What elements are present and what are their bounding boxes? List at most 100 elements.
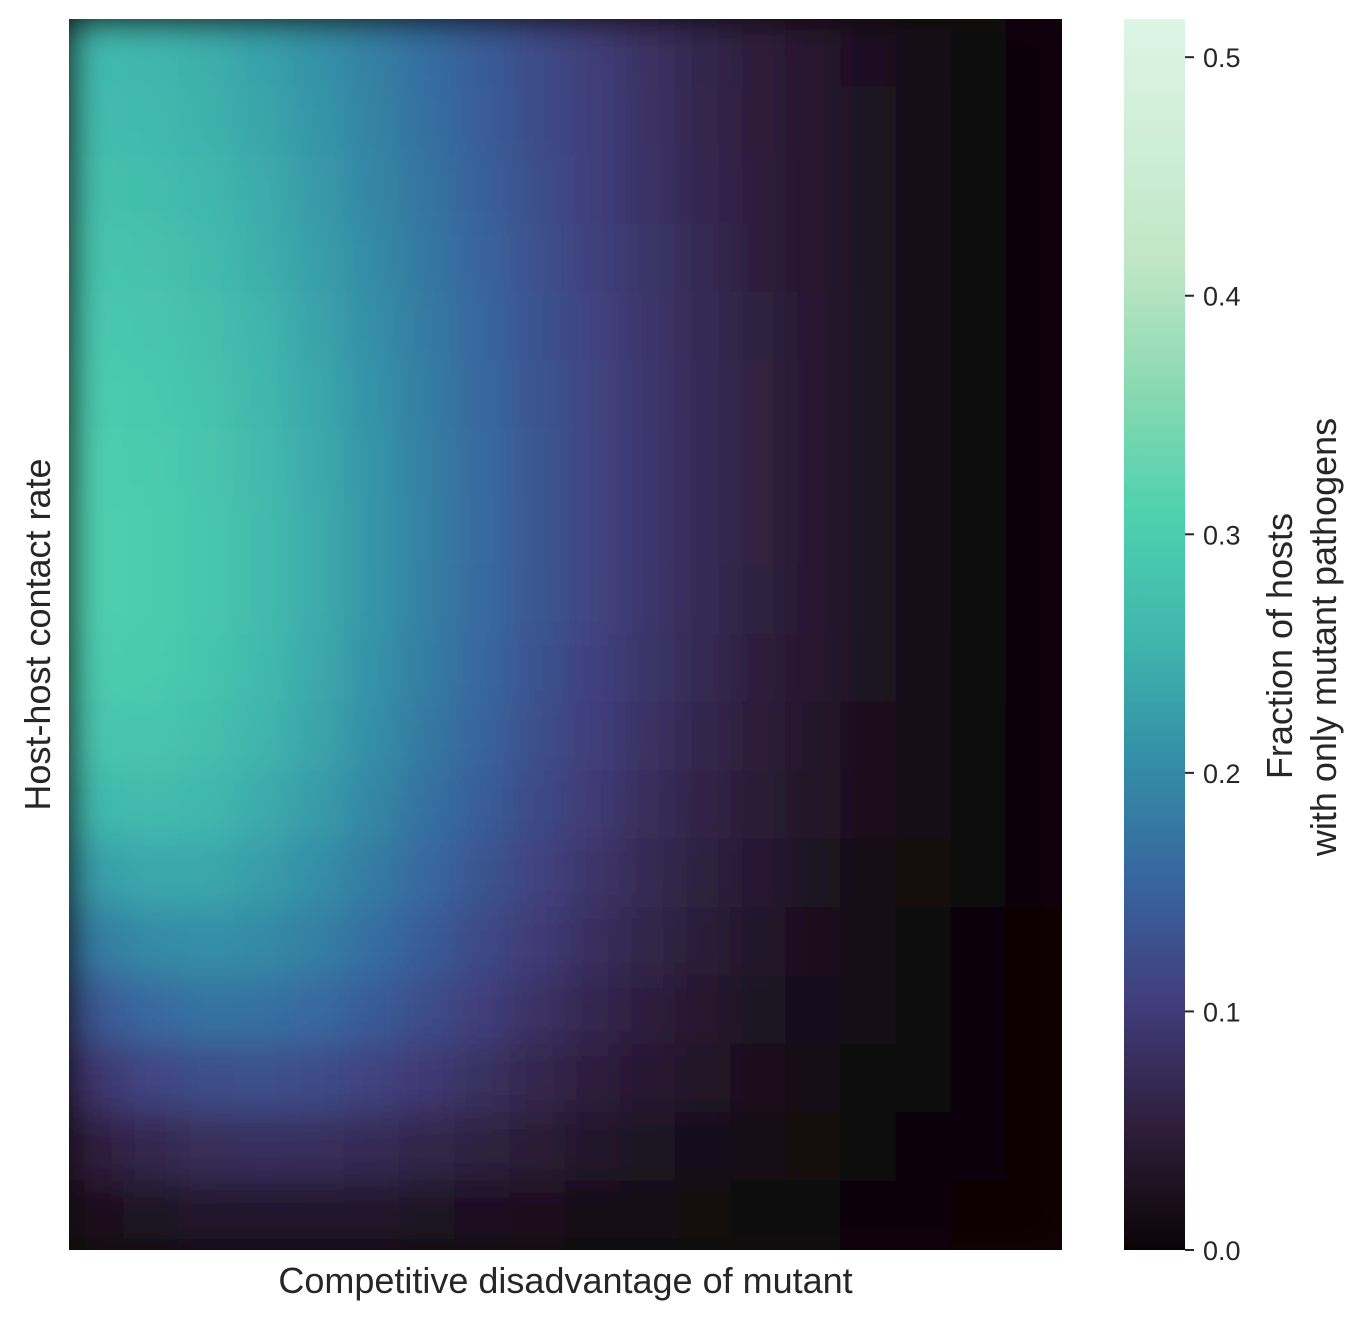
heatmap-cell: [730, 701, 788, 773]
heatmap-cell: [343, 770, 401, 841]
heatmap-cell: [343, 223, 401, 294]
heatmap-cell: [674, 1112, 732, 1183]
heatmap-cell: [895, 1112, 953, 1183]
heatmap-cell: [564, 1180, 622, 1250]
heatmap-cell: [509, 565, 567, 636]
heatmap-cell: [1005, 633, 1062, 704]
heatmap-cell: [69, 359, 126, 431]
heatmap-cell: [454, 1043, 512, 1115]
heatmap-cell: [895, 770, 953, 841]
heatmap-cell: [950, 565, 1008, 636]
heatmap-cell: [509, 975, 567, 1046]
heatmap-cell: [785, 1043, 843, 1115]
heatmap-cell: [1005, 1180, 1062, 1250]
heatmap-cell: [840, 496, 898, 568]
heatmap-cell: [509, 86, 567, 157]
heatmap-cell: [399, 154, 457, 226]
heatmap-cell: [454, 86, 512, 157]
heatmap-cell: [619, 907, 677, 978]
heatmap-cell: [123, 223, 181, 294]
heatmap-cell: [233, 86, 291, 157]
heatmap-cell: [895, 86, 953, 157]
heatmap-cell: [1005, 154, 1062, 226]
colorbar-ticks: 0.0 0.1 0.2 0.3 0.4 0.5: [1185, 43, 1241, 1266]
heatmap-cell: [895, 701, 953, 773]
heatmap-cell: [674, 496, 732, 568]
heatmap-cell: [840, 907, 898, 978]
heatmap-cell: [840, 701, 898, 773]
heatmap-cell: [950, 291, 1008, 362]
heatmap-cell: [1005, 701, 1062, 773]
heatmap-cell: [730, 291, 788, 362]
heatmap-cell: [785, 907, 843, 978]
heatmap-cell: [399, 907, 457, 978]
heatmap-cell: [288, 770, 346, 841]
heatmap-cell: [674, 19, 732, 89]
heatmap-cell: [288, 633, 346, 704]
heatmap-cell: [1005, 86, 1062, 157]
heatmap-cell: [619, 633, 677, 704]
heatmap-cell: [1005, 496, 1062, 568]
heatmap-cell: [233, 633, 291, 704]
heatmap-cell: [233, 19, 291, 89]
heatmap-cell: [730, 907, 788, 978]
heatmap-cell: [785, 838, 843, 910]
heatmap-cell: [233, 1043, 291, 1115]
heatmap-cell: [730, 19, 788, 89]
heatmap-cell: [178, 633, 236, 704]
heatmap-cell: [950, 428, 1008, 499]
heatmap-cell: [1005, 19, 1062, 89]
heatmap-cell: [840, 86, 898, 157]
heatmap-cell: [288, 565, 346, 636]
heatmap-cell: [674, 359, 732, 431]
heatmap-cell: [123, 496, 181, 568]
heatmap-cell: [730, 496, 788, 568]
heatmap-cell: [730, 565, 788, 636]
heatmap-cell: [730, 633, 788, 704]
heatmap-cell: [288, 359, 346, 431]
heatmap-cell: [730, 359, 788, 431]
heatmap-cell: [69, 701, 126, 773]
heatmap-cell: [123, 633, 181, 704]
heatmap-cell: [233, 975, 291, 1046]
heatmap-cell: [454, 359, 512, 431]
heatmap-cell: [233, 907, 291, 978]
heatmap-cell: [785, 291, 843, 362]
heatmap-cell: [785, 154, 843, 226]
heatmap-cell: [730, 838, 788, 910]
heatmap-cell: [343, 701, 401, 773]
heatmap-cell: [619, 86, 677, 157]
heatmap-cell: [509, 154, 567, 226]
heatmap-cell: [840, 359, 898, 431]
heatmap-cell: [895, 154, 953, 226]
heatmap-cell: [895, 907, 953, 978]
heatmap-cell: [950, 154, 1008, 226]
heatmap-cell: [454, 19, 512, 89]
heatmap-cell: [674, 838, 732, 910]
heatmap-cell: [343, 633, 401, 704]
heatmap-cell: [895, 1180, 953, 1250]
heatmap-cell: [840, 770, 898, 841]
heatmap-cell: [674, 633, 732, 704]
heatmap-cell: [840, 223, 898, 294]
heatmap-cell: [564, 86, 622, 157]
heatmap-cell: [950, 770, 1008, 841]
heatmap-cell: [69, 975, 126, 1046]
heatmap-cell: [178, 428, 236, 499]
heatmap-cell: [343, 428, 401, 499]
heatmap-cell: [564, 565, 622, 636]
heatmap-cell: [454, 565, 512, 636]
heatmap-cell: [69, 19, 126, 89]
heatmap-cell: [454, 701, 512, 773]
heatmap-cell: [178, 223, 236, 294]
heatmap-cell: [730, 770, 788, 841]
heatmap-cell: [69, 1180, 126, 1250]
heatmap-cell: [288, 428, 346, 499]
heatmap-cell: [730, 1180, 788, 1250]
heatmap-cell: [454, 838, 512, 910]
heatmap-cell: [288, 1112, 346, 1183]
colorbar-tick-label: 0.3: [1203, 520, 1241, 550]
heatmap-cell: [178, 1043, 236, 1115]
colorbar-tick-label: 0.1: [1203, 997, 1241, 1027]
heatmap-cell: [730, 1112, 788, 1183]
